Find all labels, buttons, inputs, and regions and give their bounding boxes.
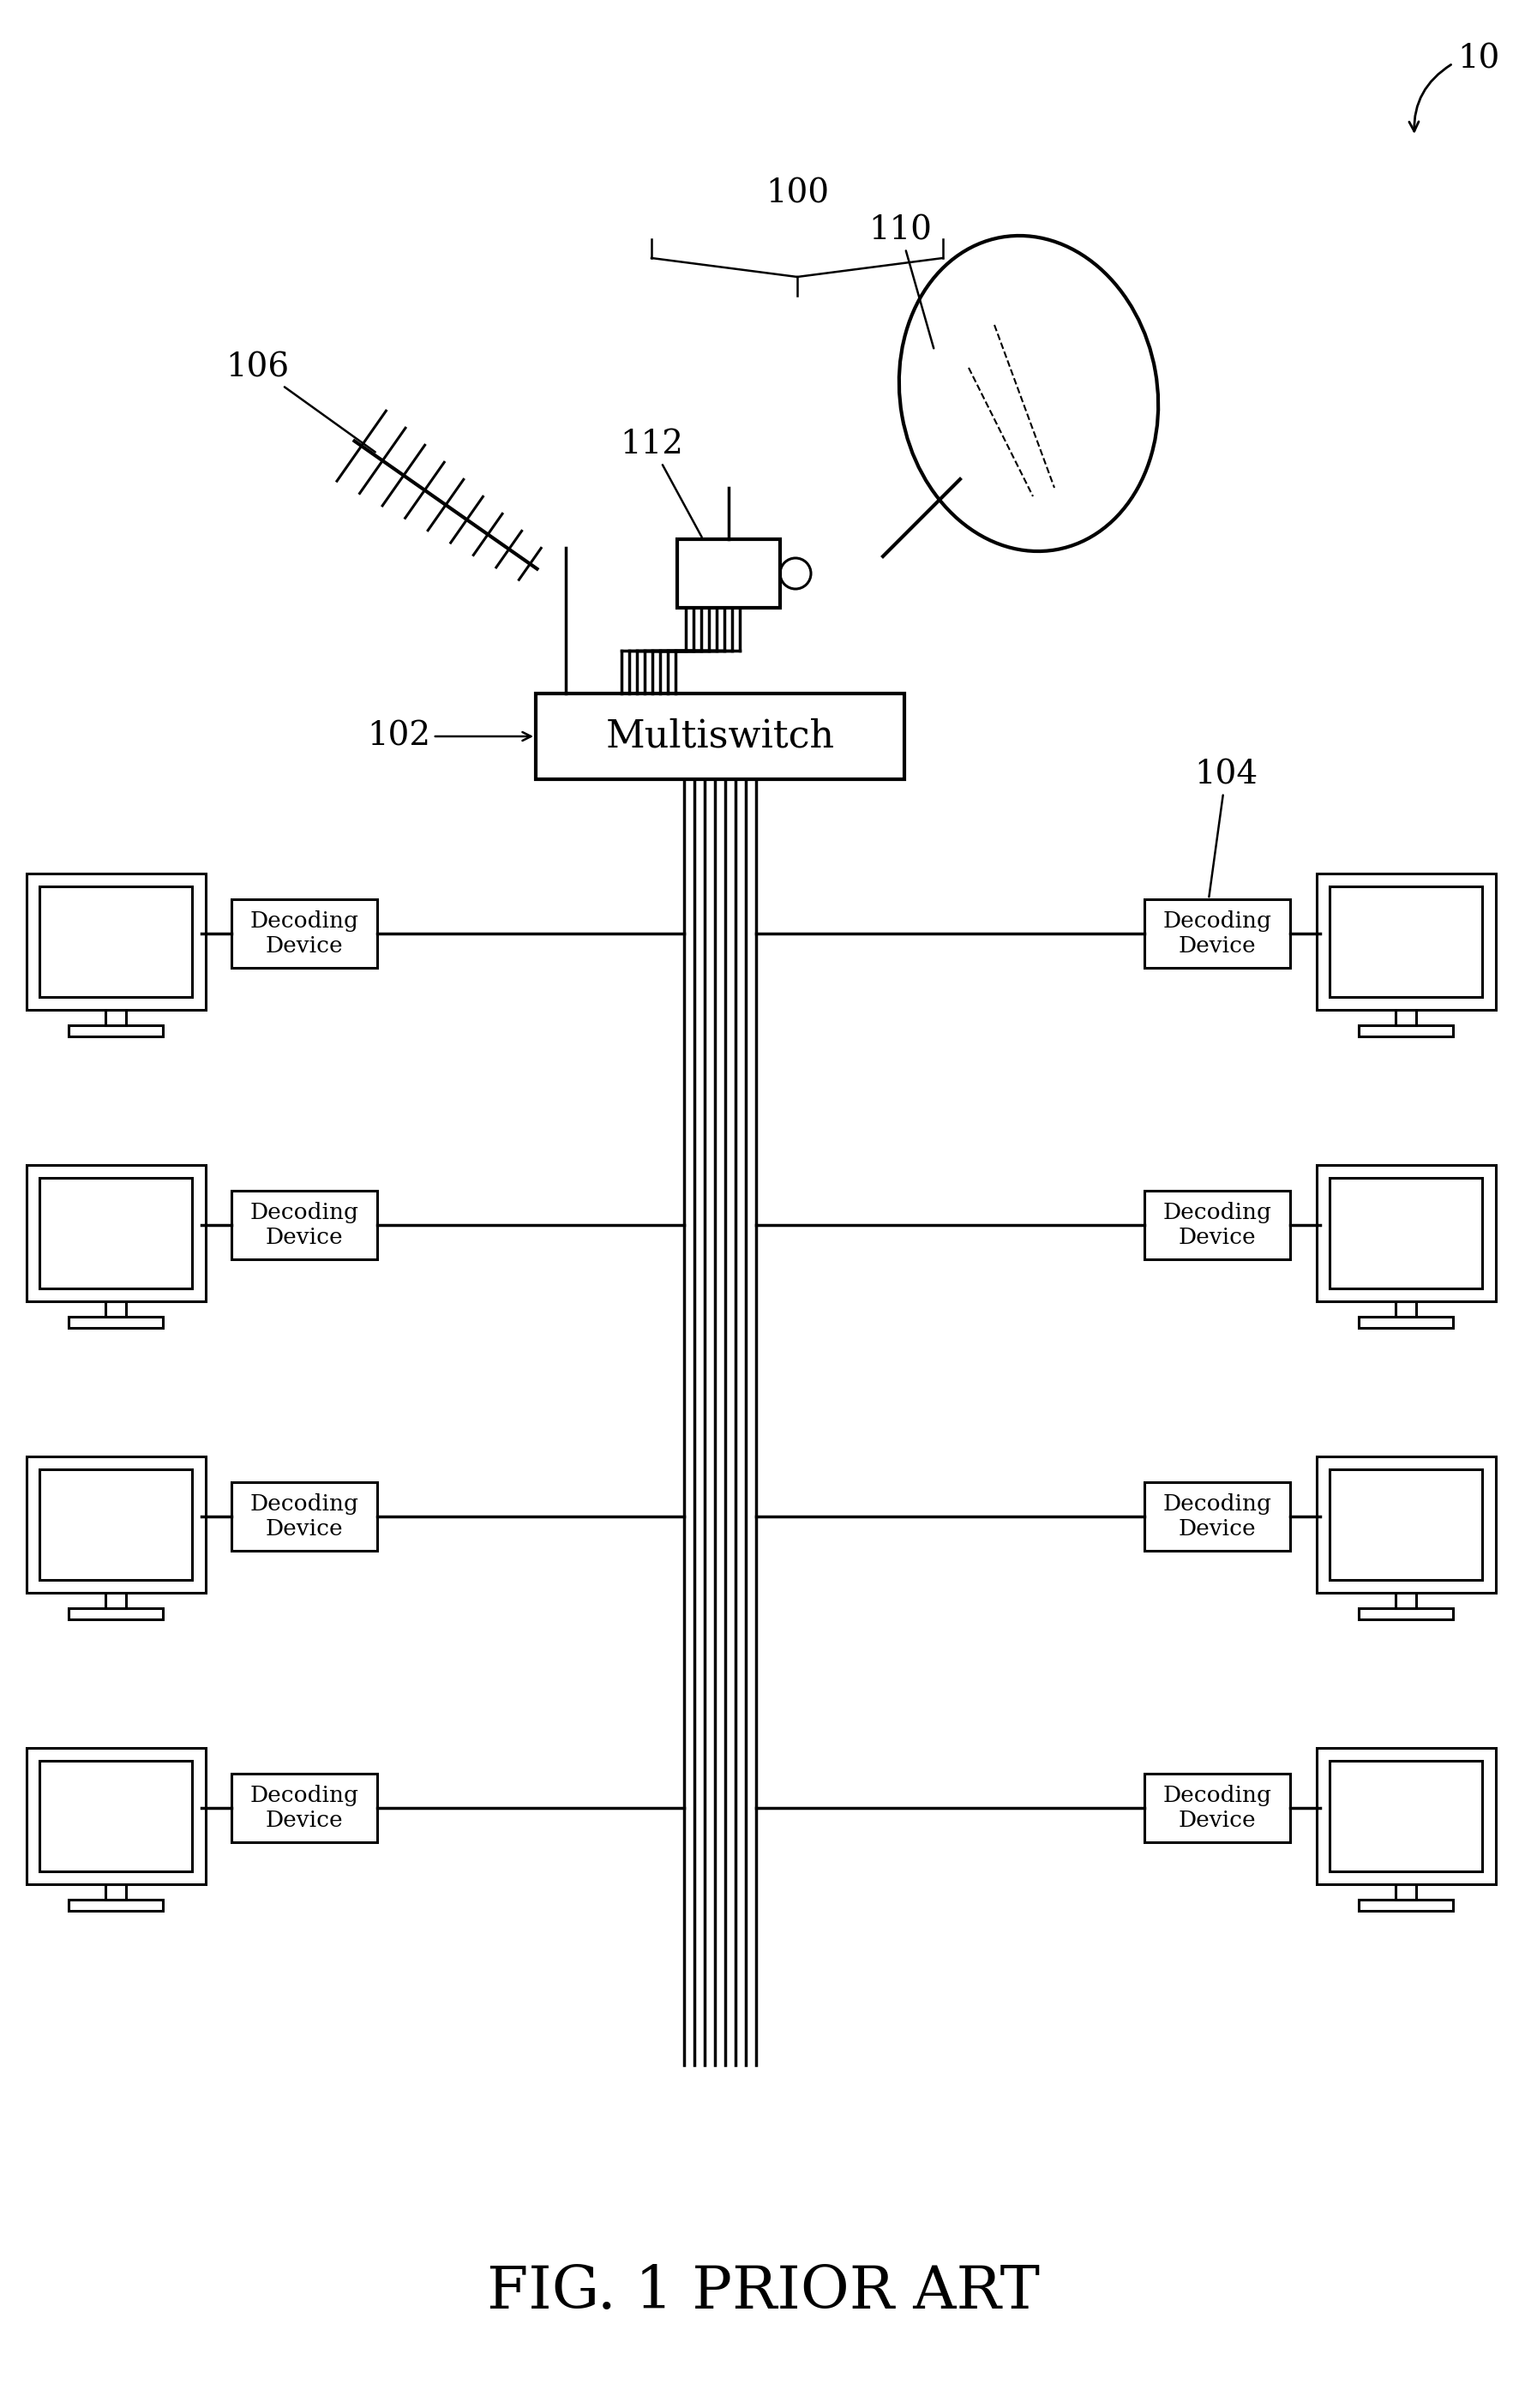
Text: Decoding
Device: Decoding Device [250, 910, 358, 956]
Text: 102: 102 [368, 720, 531, 751]
Text: 112: 112 [619, 429, 702, 537]
Bar [1330, 886, 1482, 997]
Bar [1359, 1900, 1453, 1912]
Bar [40, 1469, 192, 1580]
Bar [1330, 1760, 1482, 1871]
Bar [232, 898, 377, 968]
Bar [69, 1609, 163, 1618]
Bar [232, 1483, 377, 1551]
Bar [69, 1026, 163, 1035]
Text: Decoding
Device: Decoding Device [250, 1493, 358, 1539]
Bar [105, 1885, 127, 1900]
Bar [1359, 1317, 1453, 1327]
Bar [1359, 1609, 1453, 1618]
Bar [677, 539, 781, 607]
Bar [105, 1300, 127, 1317]
Bar [40, 886, 192, 997]
Bar [1330, 1469, 1482, 1580]
Text: 10: 10 [1458, 43, 1499, 75]
Bar [535, 694, 904, 780]
Bar [1144, 1483, 1290, 1551]
Text: Decoding
Device: Decoding Device [1164, 910, 1272, 956]
Bar [1395, 1594, 1417, 1609]
Bar [1144, 1775, 1290, 1842]
Text: 110: 110 [868, 214, 933, 349]
Bar [1144, 1190, 1290, 1259]
Bar [69, 1900, 163, 1912]
Text: Decoding
Device: Decoding Device [1164, 1784, 1272, 1830]
Bar [1395, 1885, 1417, 1900]
Bar [1395, 1300, 1417, 1317]
Bar [105, 1594, 127, 1609]
Ellipse shape [900, 236, 1159, 551]
Bar [26, 1748, 206, 1885]
Bar [26, 1457, 206, 1594]
Bar [1330, 1178, 1482, 1288]
Bar [232, 1190, 377, 1259]
Bar [105, 1009, 127, 1026]
Bar [1316, 1457, 1496, 1594]
Bar [1316, 1748, 1496, 1885]
Bar [69, 1317, 163, 1327]
Text: 106: 106 [226, 352, 375, 453]
Text: Decoding
Device: Decoding Device [250, 1202, 358, 1247]
Bar [1144, 898, 1290, 968]
Bar [1395, 1009, 1417, 1026]
Text: Multiswitch: Multiswitch [605, 718, 834, 754]
Text: 104: 104 [1194, 759, 1258, 896]
Text: FIG. 1 PRIOR ART: FIG. 1 PRIOR ART [486, 2264, 1040, 2321]
Bar [26, 874, 206, 1009]
Text: Decoding
Device: Decoding Device [1164, 1493, 1272, 1539]
Text: Decoding
Device: Decoding Device [250, 1784, 358, 1830]
Bar [40, 1178, 192, 1288]
Text: Decoding
Device: Decoding Device [1164, 1202, 1272, 1247]
Bar [40, 1760, 192, 1871]
Bar [26, 1165, 206, 1300]
Bar [1316, 874, 1496, 1009]
Text: 100: 100 [766, 178, 830, 209]
Bar [1359, 1026, 1453, 1035]
Bar [232, 1775, 377, 1842]
Bar [1316, 1165, 1496, 1300]
